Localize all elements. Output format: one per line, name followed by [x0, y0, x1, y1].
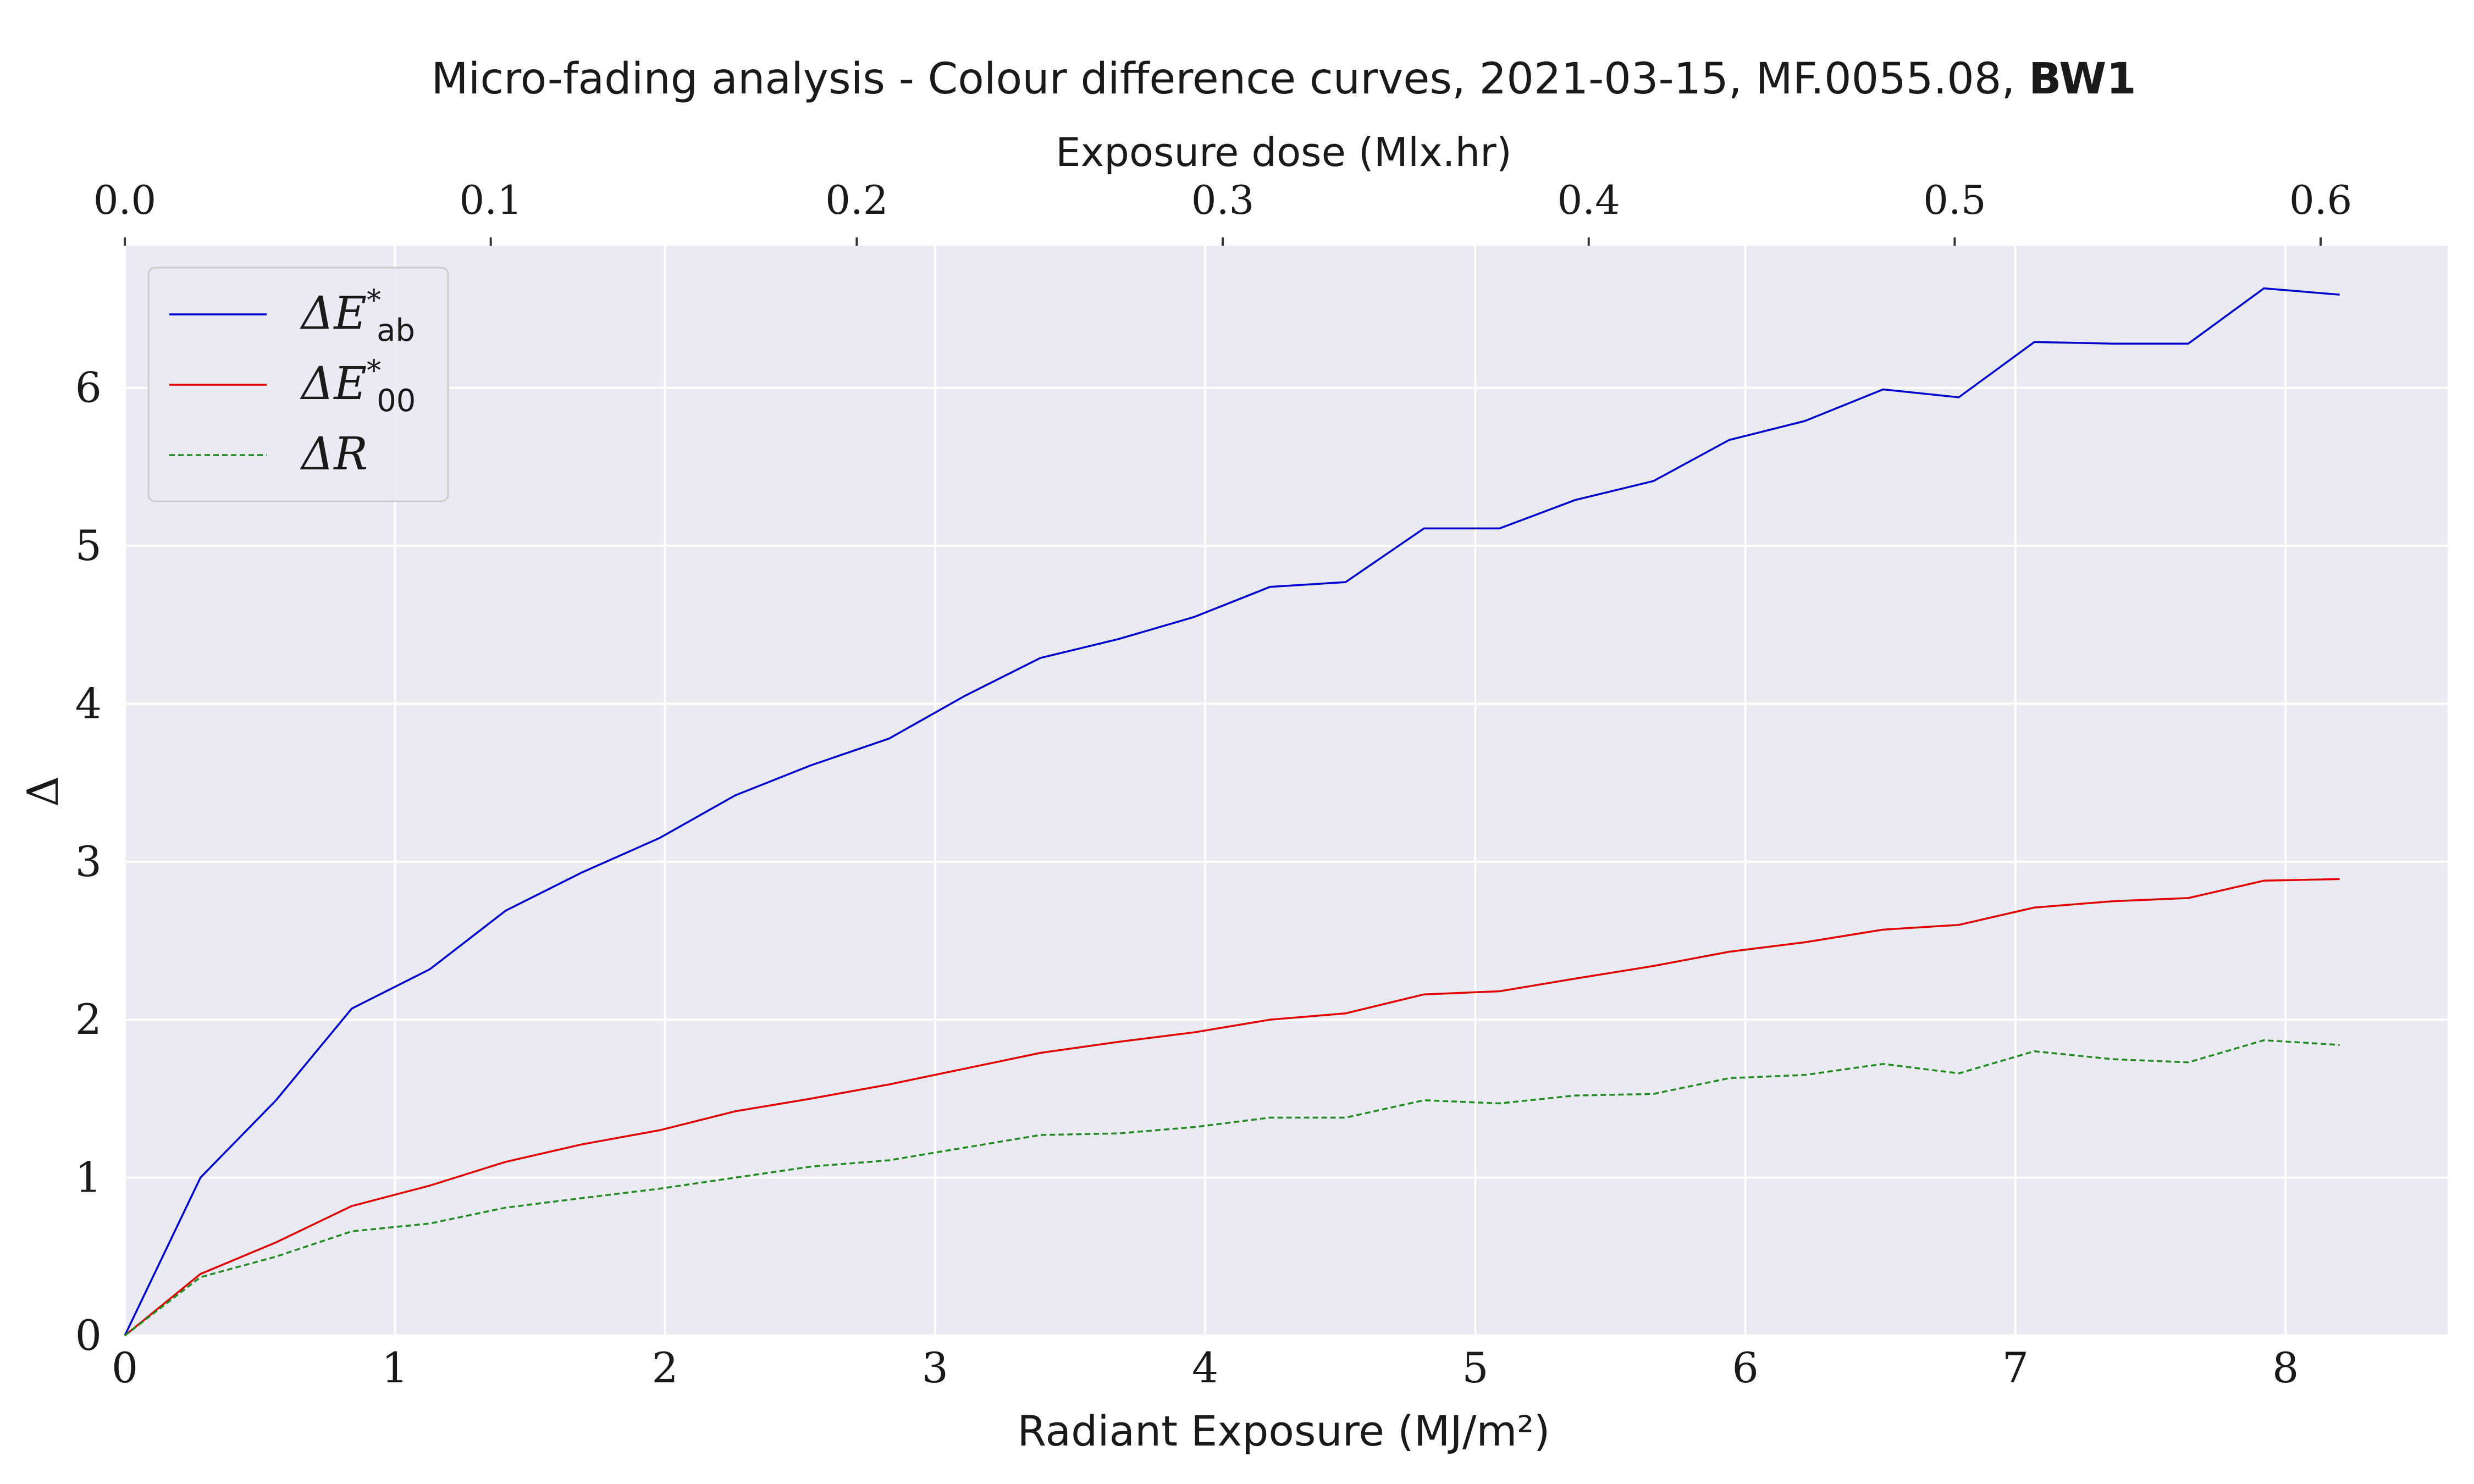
y-ticks: 0 1 2 3 4 5 6 — [75, 363, 102, 1360]
top-axis-label: Exposure dose (Mlx.hr) — [1056, 129, 1512, 175]
legend-box — [147, 267, 449, 502]
x-tick-label: 7 — [2002, 1343, 2029, 1392]
bottom-x-ticks: 0 1 2 3 4 5 6 7 8 — [112, 1343, 2299, 1392]
y-tick-label: 4 — [75, 679, 102, 728]
chart-title: Micro-fading analysis - Colour differenc… — [431, 54, 2136, 104]
top-x-ticks: 0.0 0.1 0.2 0.3 0.4 0.5 0.6 — [93, 177, 2352, 246]
top-x-tick-label: 0.0 — [93, 177, 157, 223]
y-tick-label: 6 — [75, 363, 102, 412]
top-x-tick-label: 0.5 — [1923, 177, 1986, 223]
series-layer — [124, 287, 2340, 1337]
series-line-2 — [124, 878, 2340, 1337]
top-x-tick-label: 0.3 — [1191, 177, 1255, 223]
legend-label-2: ΔE* 00 — [300, 355, 416, 419]
x-tick-label: 1 — [382, 1343, 408, 1392]
top-x-tick-label: 0.1 — [459, 177, 522, 223]
legend-label-3: ΔR — [300, 428, 368, 480]
x-tick-label: 2 — [651, 1343, 678, 1392]
x-tick-label: 4 — [1192, 1343, 1218, 1392]
top-x-tick-label: 0.2 — [825, 177, 888, 223]
grid-lines — [124, 246, 2448, 1337]
x-tick-label: 5 — [1462, 1343, 1488, 1392]
y-tick-label: 0 — [75, 1311, 102, 1360]
legend: ΔE* ab ΔE* 00 ΔR — [147, 267, 449, 502]
series-line-1 — [124, 287, 2340, 1336]
y-tick-label: 5 — [75, 521, 102, 570]
x-axis-label: Radiant Exposure (MJ/m²) — [1017, 1407, 1550, 1455]
legend-label-1: ΔE* ab — [300, 284, 415, 348]
y-axis-label: Δ — [19, 776, 68, 807]
top-x-tick-label: 0.6 — [2289, 177, 2352, 223]
y-tick-label: 1 — [75, 1153, 102, 1202]
series-line-3 — [124, 1039, 2340, 1337]
x-tick-label: 3 — [922, 1343, 948, 1392]
y-tick-label: 2 — [75, 995, 102, 1044]
chart-title-main: Micro-fading analysis - Colour differenc… — [431, 54, 2015, 104]
plot-area — [125, 246, 2448, 1336]
x-tick-label: 0 — [112, 1343, 138, 1392]
x-tick-label: 6 — [1732, 1343, 1758, 1392]
y-tick-label: 3 — [75, 837, 102, 886]
top-x-tick-label: 0.4 — [1557, 177, 1620, 223]
x-tick-label: 8 — [2272, 1343, 2299, 1392]
chart-title-bold: BW1 — [2029, 54, 2136, 104]
